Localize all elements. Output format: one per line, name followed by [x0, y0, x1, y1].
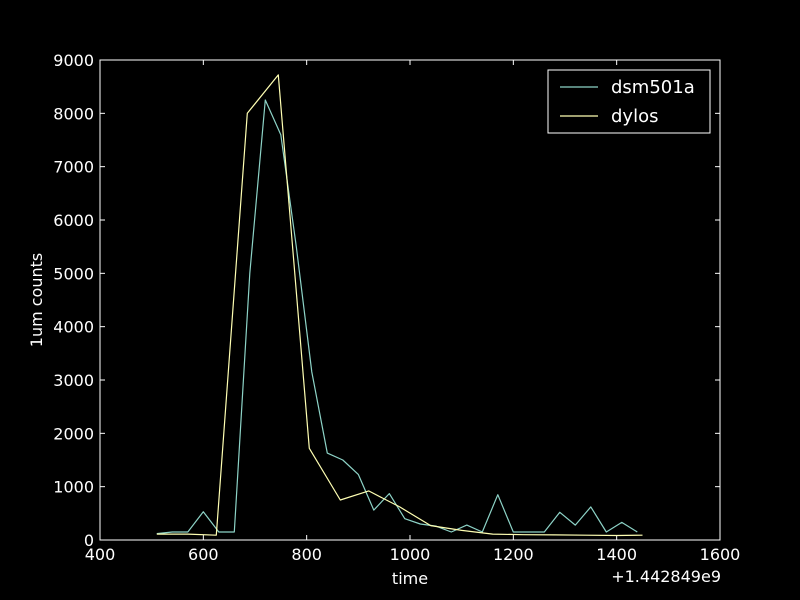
x-tick-label: 400	[85, 545, 116, 564]
y-tick-label: 8000	[53, 104, 94, 123]
x-axis-label: time	[392, 569, 428, 588]
y-tick-label: 3000	[53, 371, 94, 390]
x-tick-label: 800	[291, 545, 322, 564]
y-tick-label: 2000	[53, 424, 94, 443]
x-offset-label: +1.442849e9	[611, 567, 721, 586]
y-tick-label: 1000	[53, 478, 94, 497]
y-tick-label: 5000	[53, 264, 94, 283]
legend-label-dylos: dylos	[611, 106, 658, 127]
y-tick-label: 7000	[53, 158, 94, 177]
x-tick-label: 1000	[390, 545, 431, 564]
y-tick-label: 9000	[53, 51, 94, 70]
x-tick-label: 1200	[493, 545, 534, 564]
series-line-dsm501a	[156, 99, 638, 535]
legend: dsm501a dylos	[547, 69, 711, 134]
series-layer	[156, 74, 643, 537]
x-tick-label: 1600	[700, 545, 741, 564]
y-tick-label: 0	[84, 531, 94, 550]
plot-frame	[99, 59, 721, 541]
x-tick-label: 600	[188, 545, 219, 564]
y-tick-label: 6000	[53, 211, 94, 230]
x-tick-label: 1400	[596, 545, 637, 564]
y-tick-label: 4000	[53, 318, 94, 337]
legend-box	[547, 69, 711, 134]
legend-label-dsm501a: dsm501a	[611, 77, 695, 98]
series-line-dylos	[156, 74, 643, 537]
ticks-layer: 400 600 800 1000 1200 1400 1600 0 1000 2000 3000 40…	[53, 51, 740, 564]
y-axis-label: 1um counts	[27, 253, 46, 347]
